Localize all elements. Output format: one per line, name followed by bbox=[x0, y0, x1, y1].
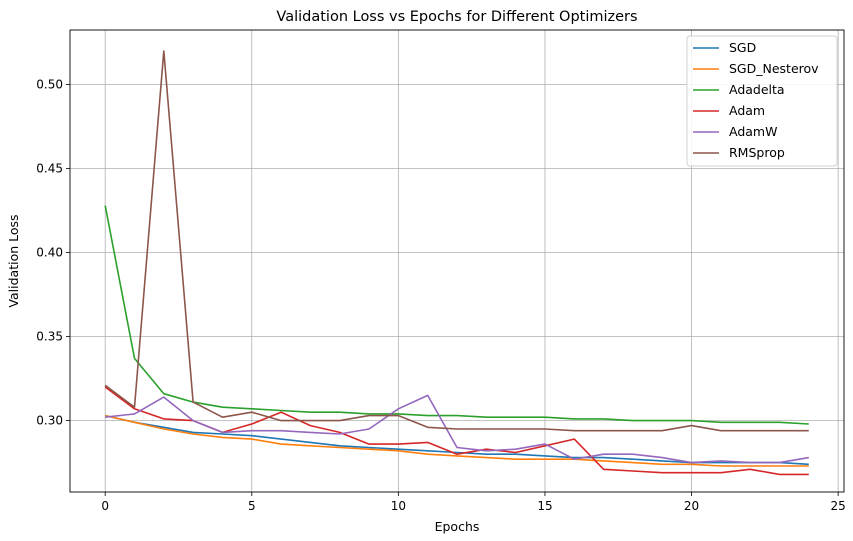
legend-label: Adam bbox=[729, 103, 765, 118]
legend-label: Adadelta bbox=[729, 82, 785, 97]
legend-label: SGD_Nesterov bbox=[729, 61, 819, 76]
legend-label: AdamW bbox=[729, 124, 777, 139]
y-tick-label: 0.50 bbox=[36, 78, 63, 92]
x-tick-label: 15 bbox=[537, 499, 552, 513]
legend-label: SGD bbox=[729, 40, 756, 55]
y-tick-label: 0.45 bbox=[36, 162, 63, 176]
chart-title: Validation Loss vs Epochs for Different … bbox=[276, 9, 637, 25]
x-tick-label: 10 bbox=[391, 499, 406, 513]
y-axis-label: Validation Loss bbox=[6, 214, 21, 307]
y-tick-label: 0.30 bbox=[36, 414, 63, 428]
x-tick-label: 0 bbox=[101, 499, 109, 513]
series-line-adadelta bbox=[104, 205, 809, 425]
axis-ticks: 0 5 10 15 20 25 0.30 0.35 0.40 0.45 0.50 bbox=[36, 78, 845, 513]
legend: SGD SGD_Nesterov Adadelta Adam AdamW RMSprop bbox=[686, 35, 838, 167]
series-line-adamw bbox=[105, 394, 809, 464]
y-tick-label: 0.35 bbox=[36, 330, 63, 344]
x-tick-label: 5 bbox=[248, 499, 256, 513]
x-axis-label: Epochs bbox=[435, 519, 480, 534]
legend-label: RMSprop bbox=[729, 145, 785, 160]
x-tick-label: 20 bbox=[684, 499, 699, 513]
series-line-sgd-nesterov bbox=[105, 414, 809, 467]
x-tick-label: 25 bbox=[830, 499, 845, 513]
series-line-rmsprop bbox=[104, 50, 809, 432]
series-lines bbox=[104, 50, 809, 476]
plot-frame bbox=[69, 29, 845, 493]
y-tick-label: 0.40 bbox=[36, 246, 63, 260]
legend-box bbox=[686, 35, 838, 167]
